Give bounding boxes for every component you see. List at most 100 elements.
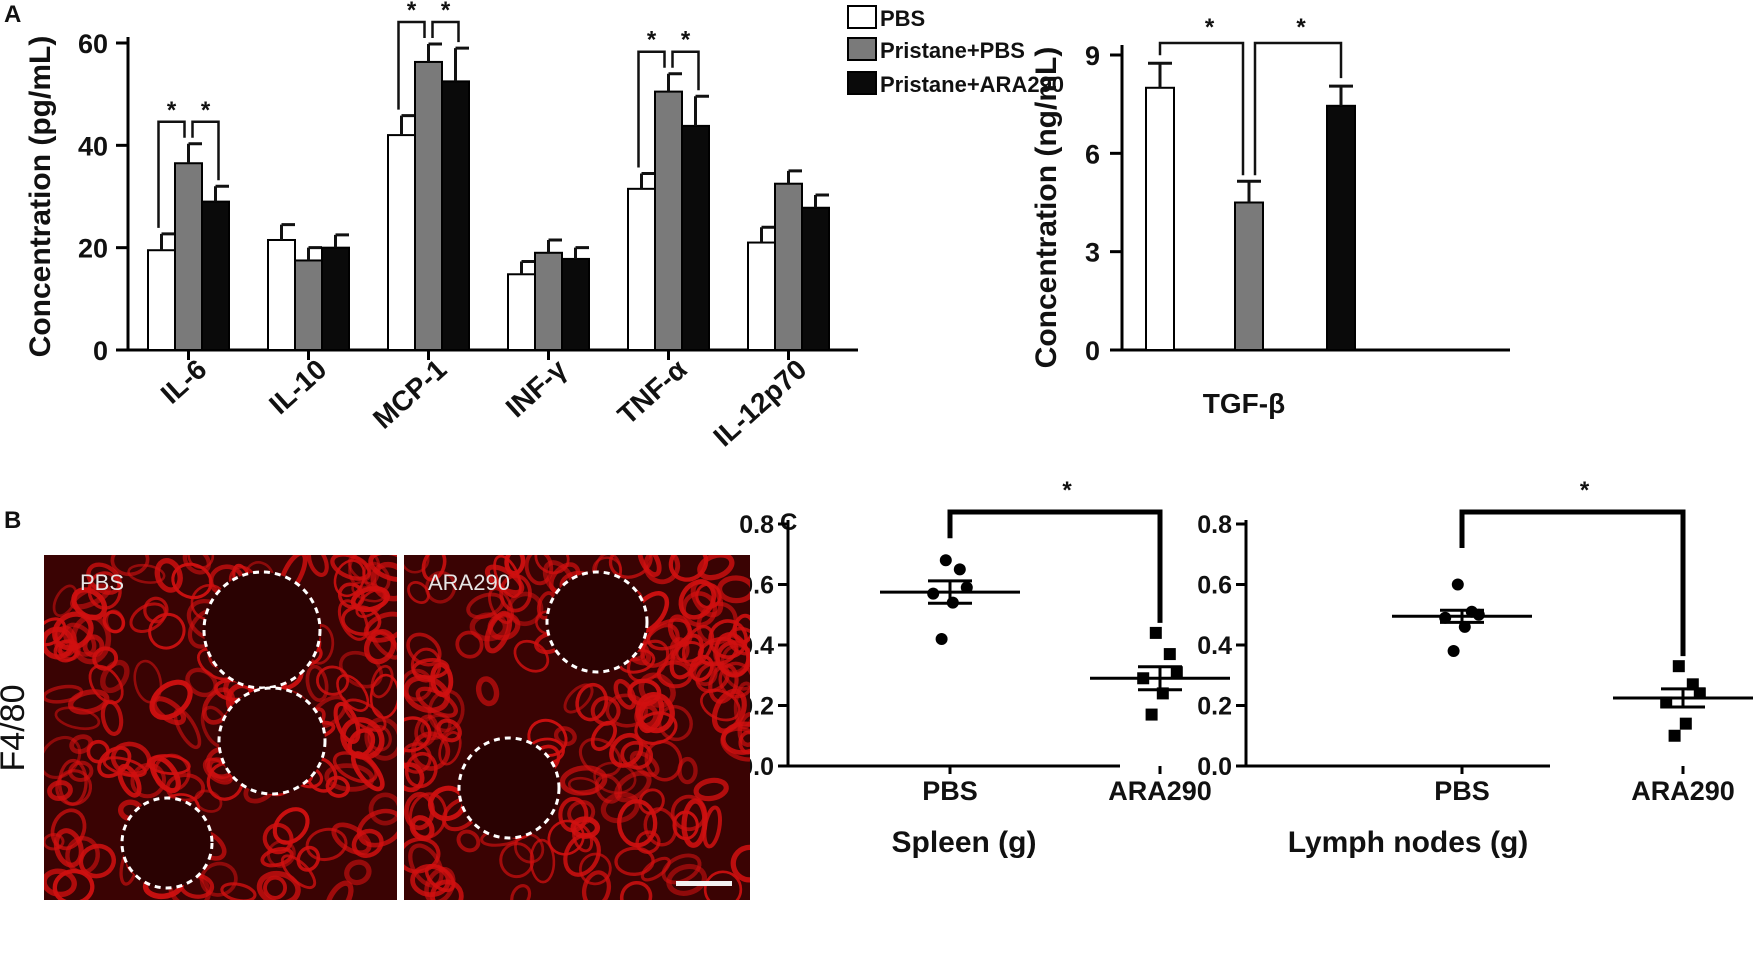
bar-tnf-pristane-pbs — [654, 90, 683, 351]
category-label-il-12p70: IL-12p70 — [707, 353, 812, 452]
error-bar-il-10-pristane-ara290 — [334, 233, 349, 248]
data-point-ara290 — [1686, 678, 1699, 691]
data-point-ara290 — [1145, 708, 1158, 721]
legend-swatch-pristane-ara290 — [847, 71, 877, 95]
cytokine-bar-chart: 0 20 40 60 Concentration (pg/mL) IL-6 IL-10 MCP… — [24, 0, 858, 452]
tubule — [475, 676, 500, 707]
tubule — [404, 837, 441, 874]
micrograph-ara290-label: ARA290 — [428, 570, 510, 595]
y-tick-label: 0 — [1085, 336, 1100, 366]
bar-mcp-1-pristane-pbs — [414, 60, 443, 351]
tubule — [678, 579, 717, 620]
tubule — [666, 863, 708, 896]
tubule — [165, 773, 206, 803]
tubule — [436, 718, 462, 743]
tubule — [47, 780, 73, 801]
glomerulus-fill — [204, 572, 320, 688]
significance-star: * — [407, 0, 417, 24]
tubule — [69, 734, 94, 755]
bar-il-6-pristane-ara290 — [201, 200, 230, 351]
tubule — [260, 847, 294, 868]
data-point-pbs — [953, 563, 966, 576]
error-bar-mcp-1-pristane-ara290 — [454, 46, 469, 82]
x-axis-title: TGF-β — [1203, 388, 1285, 419]
bar-tgf-beta-pristane-pbs — [1234, 201, 1264, 351]
tubule — [100, 659, 130, 694]
y-tick-label: 20 — [78, 234, 108, 264]
legend: PBS Pristane+PBS Pristane+ARA290 — [847, 5, 1064, 97]
tubule — [578, 852, 612, 886]
tubule — [594, 774, 623, 804]
tubule — [105, 609, 125, 634]
significance-star: * — [1062, 477, 1072, 504]
tubule — [693, 777, 729, 802]
bar-inf-pristane-pbs — [534, 251, 563, 352]
y-tick-label: 0.6 — [1197, 572, 1232, 600]
tubule — [668, 555, 709, 582]
tubule — [130, 762, 167, 799]
tubule — [363, 629, 397, 665]
bar-il-6-pbs — [147, 249, 176, 352]
bar-il-10-pristane-pbs — [294, 259, 323, 352]
y-tick-label: 0.2 — [1197, 693, 1232, 721]
y-tick-label: 60 — [78, 29, 108, 59]
tubule — [619, 880, 653, 900]
tubule — [720, 721, 750, 755]
category-label-mcp-1: MCP-1 — [367, 353, 452, 434]
bar-mcp-1-pristane-ara290 — [441, 80, 470, 351]
category-label-pbs: PBS — [1434, 776, 1490, 806]
tubule — [605, 693, 649, 728]
category-label-pbs: PBS — [922, 776, 978, 806]
data-point-ara290 — [1660, 696, 1673, 709]
x-axis-title: Lymph nodes (g) — [1288, 826, 1529, 859]
tubule — [117, 763, 142, 798]
tubule — [720, 643, 750, 691]
significance-bracket-tnf — [671, 50, 700, 91]
y-axis-title: Concentration (ng/mL) — [1030, 47, 1063, 369]
tubule — [71, 587, 108, 621]
tubule — [689, 654, 714, 682]
data-point-ara290 — [1163, 648, 1176, 661]
legend-swatch-pristane-pbs — [847, 37, 877, 61]
tubule — [154, 558, 183, 593]
tubule — [202, 757, 234, 785]
tubule — [667, 614, 693, 647]
bar-tnf-pbs — [627, 187, 656, 351]
bar-inf-pbs — [507, 273, 536, 352]
significance-bracket-il-6 — [191, 120, 220, 181]
tubule — [70, 583, 111, 610]
bar-mcp-1-pbs — [387, 134, 416, 351]
tubule — [148, 612, 186, 650]
bar-il-6-pristane-pbs — [174, 162, 203, 351]
data-point-pbs — [939, 554, 952, 567]
tubule — [50, 808, 87, 851]
data-point-pbs — [1451, 578, 1464, 591]
tubule — [333, 559, 366, 598]
y-tick-label: 3 — [1085, 238, 1100, 268]
glomerulus-fill — [122, 798, 212, 888]
tubule — [344, 859, 372, 886]
tubule — [262, 822, 294, 855]
panel-label-b: B — [4, 507, 21, 534]
tubule — [110, 741, 152, 777]
tubule — [54, 706, 101, 731]
y-tick-label: 0.8 — [739, 511, 774, 539]
significance-star: * — [1580, 477, 1590, 504]
tubule — [581, 870, 612, 900]
data-point-pbs — [927, 587, 940, 600]
tubule — [404, 791, 435, 831]
error-bar-inf-pristane-pbs — [547, 238, 562, 253]
data-point-pbs — [935, 632, 948, 645]
tubule — [488, 587, 514, 625]
significance-star: * — [441, 0, 451, 24]
tubule — [149, 755, 181, 794]
tubule — [408, 792, 448, 839]
tubule — [513, 639, 550, 673]
error-bar-mcp-1-pristane-pbs — [427, 42, 442, 62]
tubule — [730, 844, 750, 883]
scale-bar — [676, 881, 732, 886]
error-bar-mcp-1-pbs — [400, 114, 415, 136]
bar-tgf-beta-pristane-ara290 — [1326, 104, 1356, 351]
tubule — [194, 789, 223, 813]
tgf-beta-bar-chart: 0 3 6 9 Concentration (ng/mL) TGF-β * * — [1030, 14, 1510, 419]
